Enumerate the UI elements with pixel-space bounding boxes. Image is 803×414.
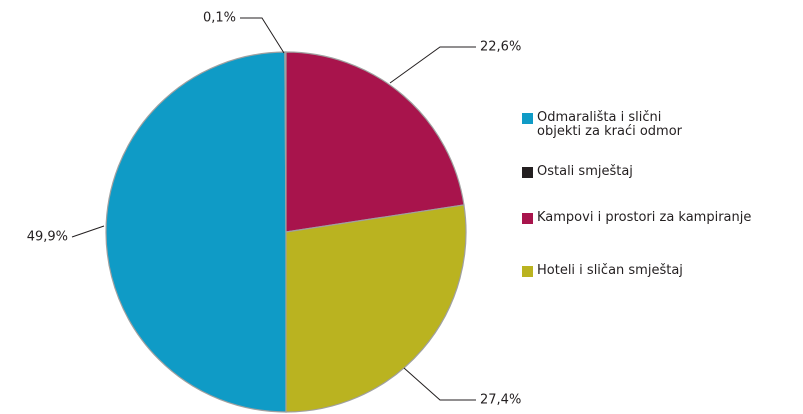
legend-swatch [522, 167, 533, 178]
data-label: 27,4% [480, 393, 521, 408]
legend-label: Hoteli i sličan smještaj [537, 263, 683, 278]
data-label: 0,1% [203, 11, 236, 26]
data-label: 49,9% [27, 230, 68, 245]
legend-label: Kampovi i prostori za kampiranje [537, 210, 752, 225]
legend-item: Hoteli i sličan smještaj [522, 264, 803, 278]
legend-label: Odmarališta i slični objekti za kraći od… [537, 110, 683, 139]
legend-item: Kampovi i prostori za kampiranje [522, 211, 803, 225]
pie-slice [285, 51, 465, 233]
data-label: 22,6% [480, 40, 521, 55]
legend-label: Ostali smještaj [537, 164, 633, 179]
leader-line [403, 367, 476, 401]
legend-item: Odmarališta i slični objekti za kraći od… [522, 111, 707, 139]
legend-swatch [522, 113, 533, 124]
pie-slice [285, 204, 467, 413]
legend-swatch [522, 266, 533, 277]
leader-line [240, 17, 285, 54]
pie-slice [105, 51, 287, 413]
leader-line [71, 225, 105, 238]
leader-line [389, 46, 476, 84]
legend-swatch [522, 213, 533, 224]
legend-item: Ostali smještaj [522, 165, 803, 179]
